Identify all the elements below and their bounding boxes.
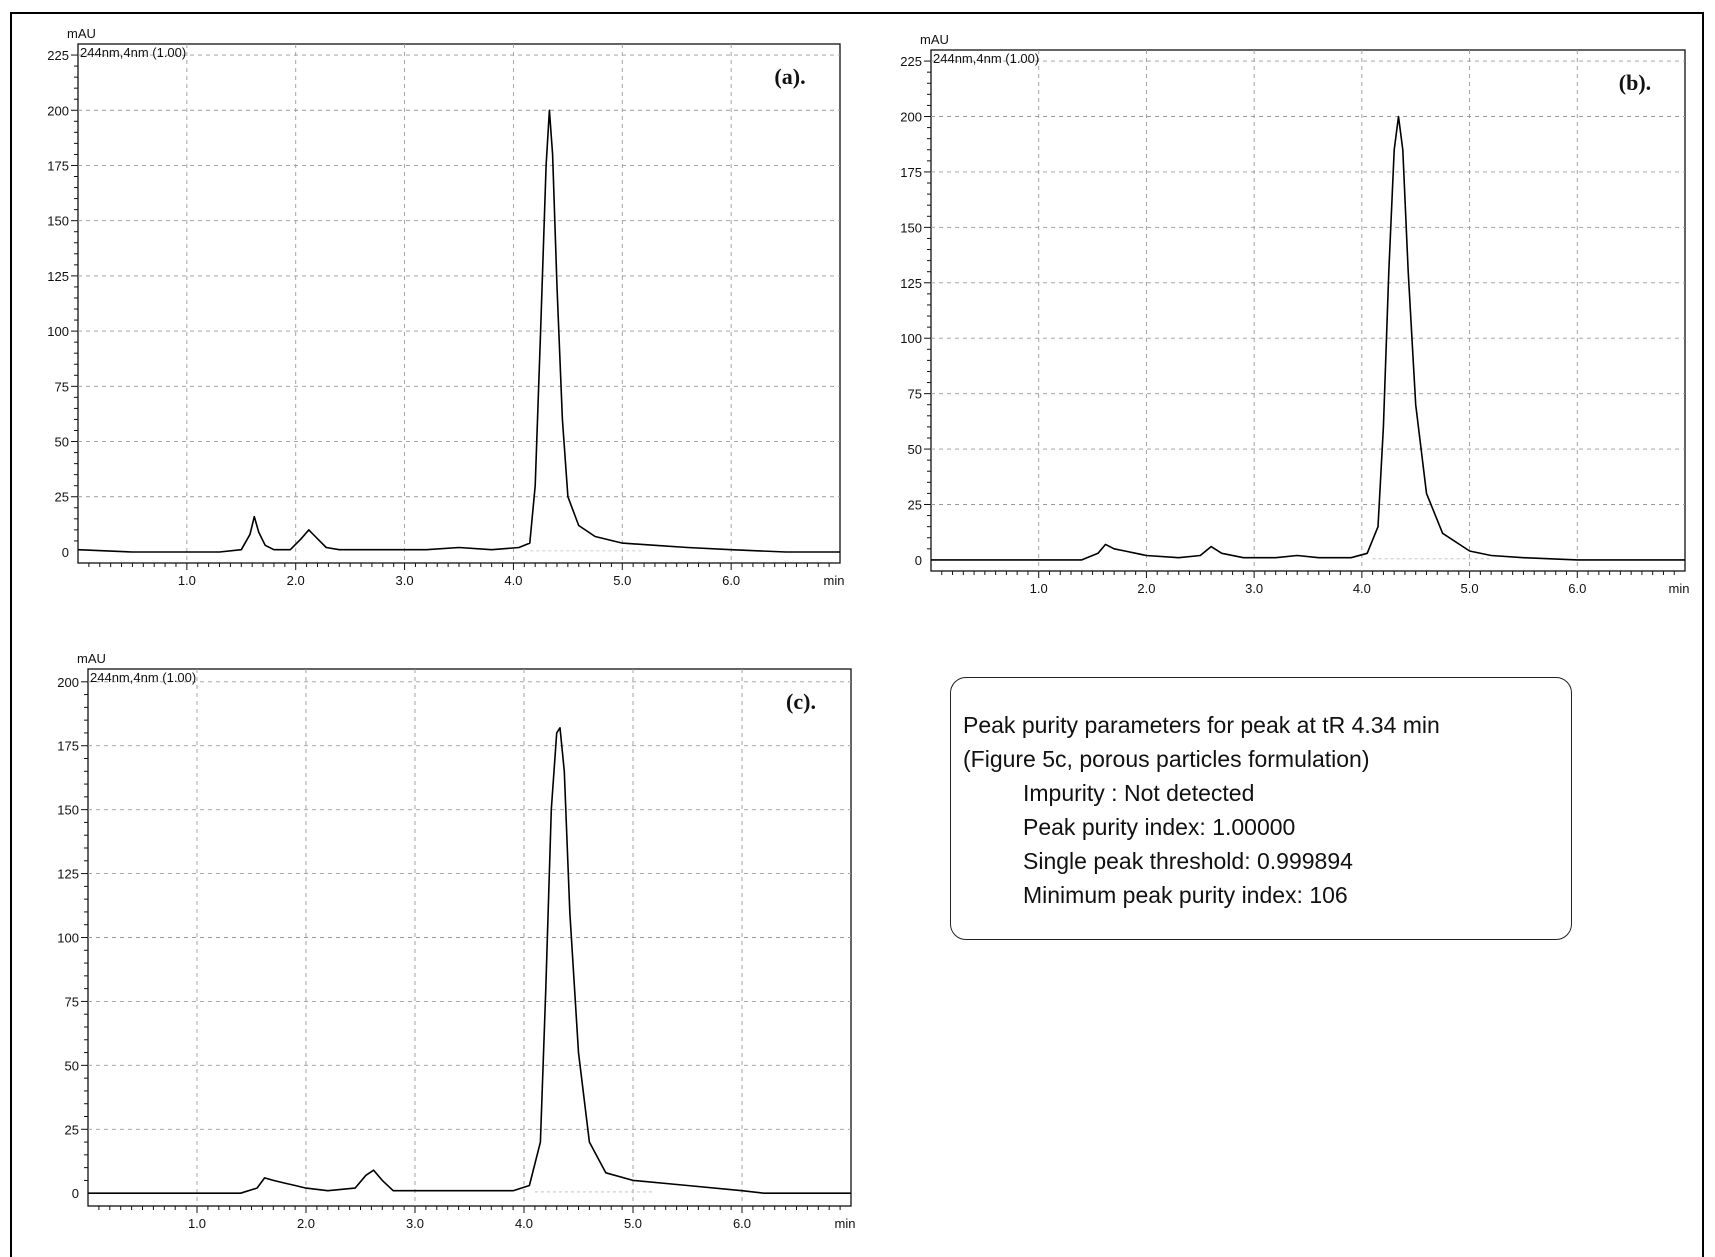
chart-c-wavelength-label: 244nm,4nm (1.00) — [90, 670, 196, 685]
chart-a-x-axis-label: min — [824, 573, 845, 588]
chart-a-y-tick-label: 25 — [55, 490, 69, 505]
chart-b-y-tick-label: 225 — [900, 54, 922, 69]
chart-a-y-tick-label: 75 — [55, 379, 69, 394]
chart-b-wavelength-label: 244nm,4nm (1.00) — [933, 51, 1039, 66]
chart-c-y-tick-label: 100 — [57, 931, 79, 946]
chart-b-y-axis-label: mAU — [920, 32, 949, 47]
chart-c-y-tick-label: 175 — [57, 739, 79, 754]
chart-c-x-axis-label: min — [835, 1216, 856, 1231]
chart-a-y-tick-label: 0 — [62, 545, 69, 560]
chart-b-x-tick-label: 2.0 — [1137, 581, 1155, 596]
chart-c-y-tick-label: 200 — [57, 675, 79, 690]
chart-b-x-tick-label: 1.0 — [1030, 581, 1048, 596]
chart-b-y-tick-label: 75 — [908, 387, 922, 402]
chart-b-y-tick-label: 100 — [900, 331, 922, 346]
chart-b-y-tick-label: 125 — [900, 276, 922, 291]
chart-b-plot-frame — [930, 49, 1686, 572]
chart-b-y-tick-label: 200 — [900, 110, 922, 125]
chart-a-y-axis-label: mAU — [67, 26, 96, 41]
chart-b-panel-letter: (b). — [1619, 70, 1651, 95]
chart-a-wavelength-label: 244nm,4nm (1.00) — [80, 45, 186, 60]
chart-c-x-tick-label: 5.0 — [624, 1216, 642, 1231]
chart-c-x-tick-label: 3.0 — [406, 1216, 424, 1231]
chart-b-y-tick-label: 175 — [900, 165, 922, 180]
chart-a-series-line — [77, 109, 840, 553]
chromatogram-c-plot: 1.0 2.0 3.0 4.0 5.0 6.0 min 0 25 50 75 100 125 150 175… — [57, 651, 856, 1231]
chart-b-x-tick-label: 4.0 — [1353, 581, 1371, 596]
figure-frame — [10, 12, 1704, 1257]
chromatogram-a-plot: 1.0 2.0 3.0 4.0 5.0 6.0 min 0 25 50 75 100 125 150 175… — [47, 26, 845, 588]
chart-c-y-tick-label: 75 — [65, 994, 79, 1009]
chart-c-x-tick-label: 2.0 — [297, 1216, 315, 1231]
chart-a-y-tick-label: 175 — [47, 158, 69, 173]
chart-a-y-tick-label: 200 — [47, 103, 69, 118]
chart-c-x-tick-label: 1.0 — [188, 1216, 206, 1231]
chromatogram-panel-a: 1.0 2.0 3.0 4.0 5.0 6.0 min 0 25 50 75 100 125 150 175… — [0, 0, 850, 620]
chart-c-x-tick-label: 6.0 — [733, 1216, 751, 1231]
chart-c-y-axis-label: mAU — [77, 651, 106, 666]
info-line-title: Peak purity parameters for peak at tR 4.… — [963, 712, 1440, 738]
chromatogram-panel-b: 1.0 2.0 3.0 4.0 5.0 6.0 min 0 25 50 75 100 125 150 175… — [0, 0, 1715, 620]
info-line-impurity: Impurity : Not detected — [1023, 780, 1255, 806]
peak-purity-info-box: Peak purity parameters for peak at tR 4.… — [950, 677, 1572, 940]
chromatogram-panel-c: 1.0 2.0 3.0 4.0 5.0 6.0 min 0 25 50 75 100 125 150 175… — [57, 651, 856, 1231]
chromatogram-b-plot: 1.0 2.0 3.0 4.0 5.0 6.0 min 0 25 50 75 100 125 150 175… — [900, 32, 1690, 596]
chart-a-y-tick-label: 50 — [55, 435, 69, 450]
chart-a-x-tick-label: 5.0 — [613, 573, 631, 588]
chart-a-y-tick-label: 225 — [47, 48, 69, 63]
chart-b-y-tick-label: 150 — [900, 220, 922, 235]
chart-b-y-tick-label: 25 — [908, 497, 922, 512]
chart-c-y-tick-label: 25 — [65, 1122, 79, 1137]
chart-a-x-tick-label: 1.0 — [178, 573, 196, 588]
chart-a-y-tick-label: 100 — [47, 324, 69, 339]
chart-a-x-tick-label: 3.0 — [396, 573, 414, 588]
chart-b-y-tick-label: 50 — [908, 442, 922, 457]
info-line-min-purity: Minimum peak purity index: 106 — [1023, 882, 1348, 908]
chart-c-x-tick-label: 4.0 — [515, 1216, 533, 1231]
chart-a-panel-letter: (a). — [774, 64, 805, 89]
chart-c-series-line — [88, 727, 851, 1194]
chart-b-x-tick-label: 3.0 — [1245, 581, 1263, 596]
info-line-purity-index: Peak purity index: 1.00000 — [1023, 814, 1296, 840]
chart-c-y-tick-label: 0 — [72, 1186, 79, 1201]
info-line-subtitle: (Figure 5c, porous particles formulation… — [963, 746, 1370, 772]
chart-b-series-line — [931, 115, 1685, 561]
chart-a-x-tick-label: 6.0 — [722, 573, 740, 588]
chart-c-y-tick-label: 125 — [57, 867, 79, 882]
chart-a-x-tick-label: 2.0 — [287, 573, 305, 588]
chart-c-panel-letter: (c). — [786, 689, 816, 714]
chart-a-y-tick-label: 150 — [47, 214, 69, 229]
chart-a-x-tick-label: 4.0 — [504, 573, 522, 588]
chart-a-y-tick-label: 125 — [47, 269, 69, 284]
info-line-threshold: Single peak threshold: 0.999894 — [1023, 848, 1353, 874]
chart-c-y-tick-label: 50 — [65, 1058, 79, 1073]
chart-c-y-tick-label: 150 — [57, 803, 79, 818]
chart-b-y-tick-label: 0 — [915, 553, 922, 568]
chart-b-x-tick-label: 5.0 — [1461, 581, 1479, 596]
chart-b-x-axis-label: min — [1669, 581, 1690, 596]
chart-b-x-tick-label: 6.0 — [1568, 581, 1586, 596]
